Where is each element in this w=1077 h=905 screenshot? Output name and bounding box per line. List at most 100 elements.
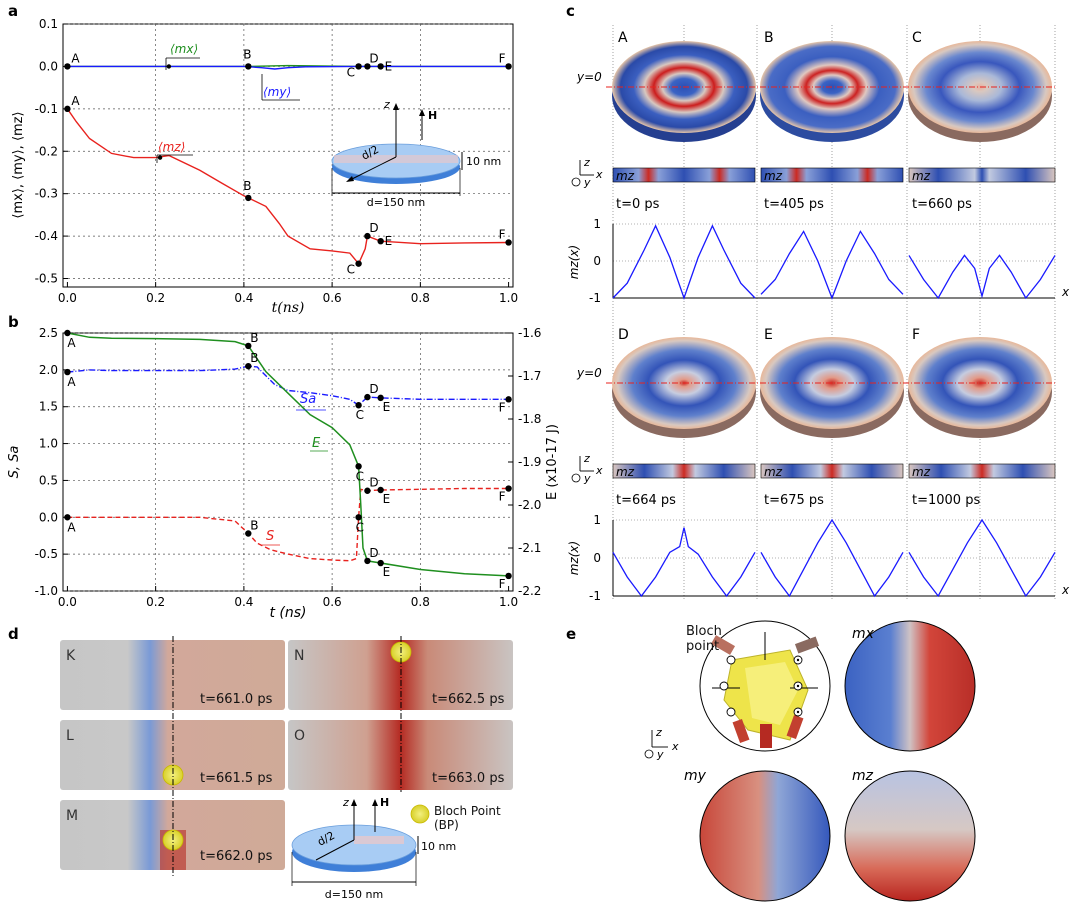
panel-b-lines [67,332,509,577]
b-point-A-E [64,329,71,337]
c-axis-z-top: z [583,156,590,169]
b-ytick-label: 0.5 [39,473,58,487]
a-ytick-label: 0.1 [39,17,58,31]
panel-c: A B C y=0 mz mz mz z y x t=0 [567,25,1070,603]
c-mz-line-1 [760,518,904,598]
c-time-C: t=660 ps [912,197,972,212]
d-bp-legend-text: Bloch Point (BP) [434,804,501,832]
radius-arrowhead [346,176,354,182]
a-point-B-mz [245,194,252,202]
c-strip-D [612,463,756,479]
a-ytick-label: -0.2 [35,144,58,158]
label-S: S [266,529,274,544]
b-point-D-E [364,557,371,565]
panel-b-ticks: 0.0 0.2 0.4 0.6 0.8 1.0 2.5 2.0 1.5 1.0 0.5 0.0 -0.5… [35,326,542,609]
c-strip-A-label: mz [616,169,635,183]
panel-label-d: d [8,625,19,643]
c-strip-F [908,463,1056,479]
e-my-label: my [684,768,707,784]
c-plot-xlabel-bottom: x [1061,583,1070,597]
c-axis-y-top: y [583,176,591,189]
a-ytick-label: -0.4 [35,229,58,243]
c-axes-top: z y x [571,156,603,189]
c-disk-E-label: E [764,327,773,343]
a-point-C-mz [355,260,362,267]
b-ytick-right-label: -1.6 [518,326,541,340]
b-series-line-E [67,332,509,577]
panel-label-b: b [8,313,19,331]
b-point-label: F [499,577,506,591]
b-xtick-label: 0.4 [234,595,253,609]
a-xtick-label: 0.6 [323,291,342,305]
panel-d: K t=661.0 ps L t=661.5 ps M t=662.0 ps N… [60,636,513,901]
panel-label-a: a [8,2,18,20]
b-point-label: F [499,490,506,504]
a-ytick-label: -0.1 [35,102,58,116]
b-point-F-E [505,572,512,580]
c-disk-C: C [908,30,1052,142]
c-ytick-label: 0 [593,551,601,565]
b-point-label: D [369,476,378,490]
b-point-A-S [64,514,71,521]
b-ytick-label: -0.5 [35,547,58,561]
a-point-label: F [499,51,506,65]
c-axes-bottom: z y x [571,452,603,485]
a-point-A-mz [64,105,71,113]
c-disk-C-label: C [912,30,922,46]
b-point-label: B [250,519,258,533]
a-point-E-mz [377,237,384,245]
c-time-B: t=405 ps [764,197,824,212]
b-ytick-label: 1.5 [39,400,58,414]
panel-a-inset-disk: z H d/2 10 nm d=150 nm [331,98,501,209]
c-mz-plots-bottom: 1 0 -1 [589,513,1056,603]
e-bloch-point-view [699,620,831,752]
d-frame-N-time: t=662.5 ps [432,692,505,707]
b-ytick-right-label: -1.9 [518,455,541,469]
c-strip-C [908,167,1056,183]
e-axis-y: y [656,748,664,761]
b-point-C-S [355,514,362,521]
a-point-F-mz [505,239,512,246]
e-mx-disk [844,620,976,752]
d-frame-O-time: t=663.0 ps [432,771,505,786]
a-point-B-mx [245,63,252,70]
c-time-E: t=675 ps [764,493,824,508]
d-frame-K-time: t=661.0 ps [200,692,273,707]
c-disk-B-label: B [764,30,774,46]
b-point-C-Sa [355,402,362,409]
b-xtick-label: 1.0 [499,595,518,609]
c-strip-B-label: mz [764,169,783,183]
z-arrowhead [393,103,399,110]
e-mz-label: mz [852,768,874,784]
b-point-label: C [356,520,364,534]
b-point-label: B [250,331,258,345]
a-xtick-label: 1.0 [499,291,518,305]
a-xtick-label: 0.2 [146,291,165,305]
panel-d-inset-disk: z H d/2 10 nm d=150 nm [291,796,456,901]
panel-e: Bloch point mx my mz z y x [644,620,976,902]
d-frame-K-letter: K [66,648,76,664]
c-plot-xlabel-top: x [1061,285,1070,299]
d-bp-legend-marker [410,804,430,824]
b-point-label: A [67,336,76,350]
H-arrowhead [419,109,425,116]
a-xtick-label: 0.8 [411,291,430,305]
a-point-A-mx [64,63,71,70]
c-strip-C-label: mz [912,169,931,183]
c-strip-E [760,463,904,479]
b-point-B-S [245,530,252,537]
panel-a-xlabel: t(ns) [272,300,305,316]
a-ytick-label: -0.5 [35,272,58,286]
a-point-label: F [499,227,506,241]
a-point-D-mz [364,232,371,240]
a-point-label: C [347,263,355,277]
panel-label-c: c [566,2,575,20]
a-point-label: C [347,65,355,79]
a-xtick-label: 0.4 [234,291,253,305]
b-ytick-right-label: -2.0 [518,498,541,512]
c-y0-label-top: y=0 [576,70,602,84]
d-inset-z: z [342,796,349,809]
e-axis-x: x [671,740,679,753]
